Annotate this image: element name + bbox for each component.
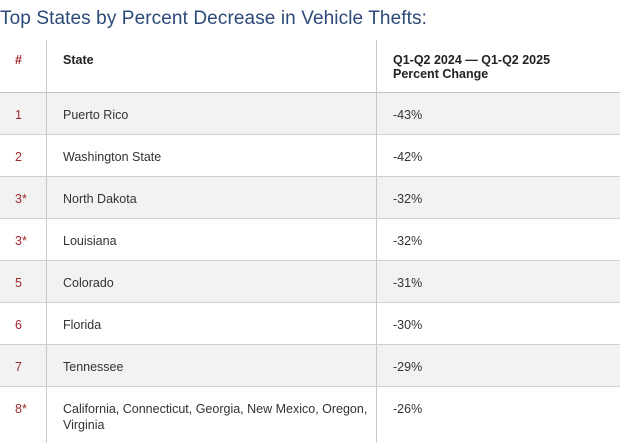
state-cell: California, Connecticut, Georgia, New Me… [46,387,376,443]
table-row: 3* North Dakota -32% [0,177,620,219]
change-cell: -43% [376,93,620,134]
change-cell: -26% [376,387,620,443]
table-row: 5 Colorado -31% [0,261,620,303]
state-cell: Louisiana [46,219,376,260]
rank-cell: 7 [15,360,22,374]
table-header-row: # State Q1-Q2 2024 — Q1-Q2 2025 Percent … [0,40,620,93]
header-rank: # [15,53,22,67]
header-state: State [46,40,376,92]
change-cell: -30% [376,303,620,344]
state-cell: Florida [46,303,376,344]
rank-cell: 3* [15,192,27,206]
state-cell: North Dakota [46,177,376,218]
rank-cell: 8* [15,402,27,416]
change-cell: -31% [376,261,620,302]
rank-cell: 1 [15,108,22,122]
rank-cell: 3* [15,234,27,248]
state-cell: Colorado [46,261,376,302]
table-row: 2 Washington State -42% [0,135,620,177]
rank-cell: 6 [15,318,22,332]
state-cell: Puerto Rico [46,93,376,134]
change-cell: -29% [376,345,620,386]
table-row: 8* California, Connecticut, Georgia, New… [0,387,620,443]
rank-cell: 5 [15,276,22,290]
header-percent-change: Q1-Q2 2024 — Q1-Q2 2025 Percent Change [376,40,576,92]
table-row: 7 Tennessee -29% [0,345,620,387]
table-row: 1 Puerto Rico -43% [0,93,620,135]
thefts-table: # State Q1-Q2 2024 — Q1-Q2 2025 Percent … [0,40,620,443]
state-cell: Washington State [46,135,376,176]
change-cell: -32% [376,177,620,218]
table-row: 3* Louisiana -32% [0,219,620,261]
rank-cell: 2 [15,150,22,164]
change-cell: -32% [376,219,620,260]
table-row: 6 Florida -30% [0,303,620,345]
page-title: Top States by Percent Decrease in Vehicl… [0,8,428,29]
change-cell: -42% [376,135,620,176]
state-cell: Tennessee [46,345,376,386]
